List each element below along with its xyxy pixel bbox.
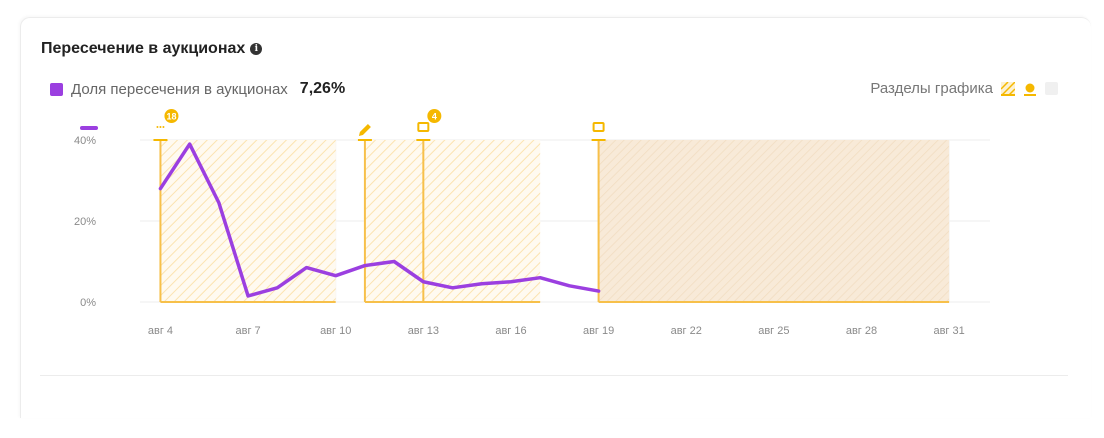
chart-title: Пересечение в аукционах i <box>41 40 263 58</box>
card-divider <box>40 375 1068 376</box>
x-tick-label: авг 10 <box>320 325 351 337</box>
screen-inner <box>419 124 428 130</box>
y-tick-label: 40% <box>74 135 96 147</box>
chart-section <box>160 140 336 302</box>
x-tick-label: авг 19 <box>583 325 614 337</box>
x-tick-label: авг 28 <box>846 325 877 337</box>
legend-value: 7,26% <box>299 80 346 97</box>
series-line <box>158 142 601 298</box>
chart-section <box>598 140 950 302</box>
screen-icon <box>417 122 430 132</box>
badge-count: 18 <box>166 112 176 122</box>
chart-card <box>20 17 1091 418</box>
sections-label: Разделы графика <box>870 80 993 97</box>
x-tick-label: авг 13 <box>408 325 439 337</box>
y-tick-label: 0% <box>80 297 96 309</box>
gray-section-icon[interactable] <box>1045 82 1058 95</box>
dot <box>162 126 165 128</box>
marker-icon[interactable] <box>1023 82 1037 96</box>
x-tick-label: авг 31 <box>933 325 964 337</box>
chart-section <box>364 140 541 302</box>
pencil-shape <box>358 124 371 136</box>
legend-swatch <box>50 82 63 96</box>
x-tick-label: авг 22 <box>671 325 702 337</box>
x-tick-label: авг 4 <box>148 325 173 337</box>
pencil-icon <box>358 124 371 136</box>
striped-section-icon[interactable] <box>1001 81 1015 96</box>
dots-icon <box>156 126 165 128</box>
dot <box>159 126 162 128</box>
screen-icon <box>592 122 605 132</box>
screen-inner <box>594 124 603 130</box>
info-icon[interactable]: i <box>250 43 263 55</box>
y-tick-label: 20% <box>74 216 96 228</box>
badge-circle <box>427 109 442 123</box>
x-tick-label: авг 16 <box>495 325 526 337</box>
title-text: Пересечение в аукционах <box>41 40 246 57</box>
x-tick-label: авг 25 <box>758 325 789 337</box>
legend[interactable]: Доля пересечения в аукционах 7,26% <box>50 80 345 98</box>
sections-control: Разделы графика <box>870 80 1058 97</box>
badge-count: 4 <box>432 112 437 122</box>
badge-circle <box>164 109 179 123</box>
dot <box>156 126 159 128</box>
legend-label: Доля пересечения в аукционах <box>71 80 288 98</box>
x-tick-label: авг 7 <box>235 325 260 337</box>
